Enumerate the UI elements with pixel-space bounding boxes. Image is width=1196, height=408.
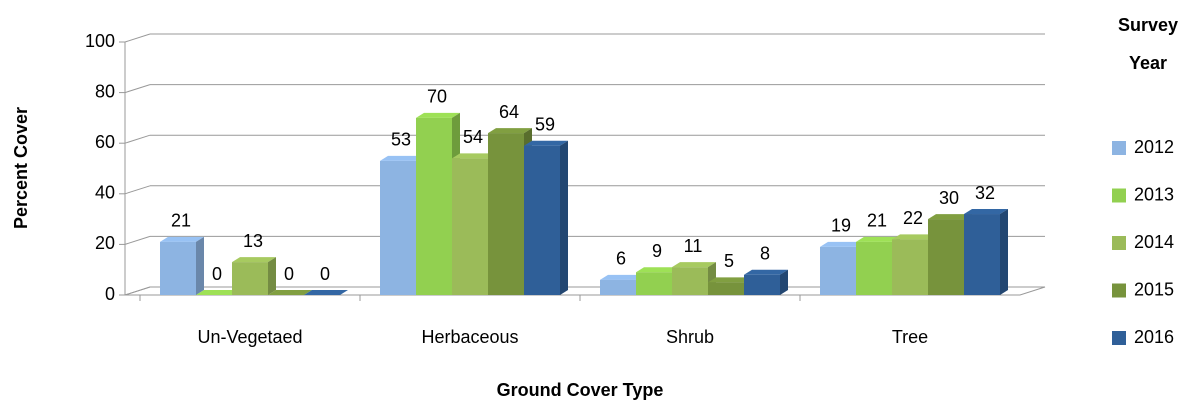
data-label: 22: [903, 208, 923, 228]
bar: [708, 282, 744, 295]
data-label: 19: [831, 216, 851, 236]
bar-top: [744, 269, 788, 275]
y-tick-label: 40: [95, 183, 115, 203]
bar-top: [600, 274, 644, 280]
bar-top: [964, 209, 1008, 215]
bar: [928, 219, 964, 295]
data-label: 11: [684, 236, 703, 256]
bar-top: [672, 262, 716, 268]
data-label: 53: [391, 130, 411, 150]
bar: [892, 239, 928, 295]
bar: [820, 246, 856, 295]
bar-top: [268, 290, 312, 295]
bar: [524, 145, 560, 295]
bar: [380, 160, 416, 295]
legend-label: 2012: [1134, 137, 1174, 157]
bar-top: [636, 267, 680, 273]
legend-swatch: [1112, 331, 1126, 345]
legend-title: Survey Year: [1117, 15, 1179, 73]
bar-top: [856, 236, 900, 242]
legend-swatch: [1112, 141, 1126, 155]
data-label: 0: [212, 264, 222, 284]
bar-side: [1000, 209, 1008, 295]
bar-top: [524, 140, 568, 146]
legend-label: 2015: [1134, 279, 1174, 299]
legend-swatch: [1112, 236, 1126, 250]
data-label: 59: [535, 114, 555, 134]
bar: [636, 272, 672, 295]
bar-top: [304, 290, 348, 295]
bar: [232, 262, 268, 295]
bar-top: [820, 241, 864, 247]
grid-line-side: [124, 134, 151, 144]
legend-label: 2013: [1134, 184, 1174, 204]
bar-top: [196, 290, 240, 295]
data-label: 0: [284, 264, 294, 284]
grid-line-side: [124, 286, 151, 296]
grid-line-side: [124, 33, 151, 43]
bar: [600, 279, 636, 295]
x-tick-label: Un-Vegetaed: [197, 327, 302, 347]
bar-top: [488, 128, 532, 134]
bar-side: [196, 236, 204, 295]
bar-top: [928, 214, 972, 220]
bar-side: [268, 257, 276, 295]
bar: [744, 274, 780, 295]
grid-line-side: [124, 84, 151, 94]
legend-swatch: [1112, 283, 1126, 298]
data-label: 70: [427, 87, 447, 107]
y-tick-label: 100: [85, 31, 115, 51]
y-axis-title: Percent Cover: [11, 107, 31, 229]
bar-top: [708, 277, 752, 283]
bar-top: [892, 234, 936, 240]
data-label: 21: [171, 211, 191, 231]
y-tick-label: 20: [95, 233, 115, 253]
bar-top: [380, 155, 424, 161]
data-label: 13: [243, 231, 263, 251]
x-tick-label: Shrub: [666, 327, 714, 347]
x-tick-label: Herbaceous: [421, 327, 518, 347]
grid-line-side: [124, 235, 151, 245]
data-label: 64: [499, 102, 519, 122]
bar: [452, 158, 488, 295]
bar: [416, 117, 452, 296]
grid-line-side: [124, 185, 151, 195]
data-label: 30: [939, 188, 959, 208]
bar-side: [560, 140, 568, 295]
data-label: 5: [724, 251, 734, 271]
bar-top: [232, 257, 276, 263]
data-label: 54: [463, 127, 483, 147]
x-axis-title: Ground Cover Type: [497, 380, 664, 400]
bar: [964, 214, 1000, 295]
bar-top: [416, 112, 460, 118]
bar-side: [780, 269, 788, 295]
y-tick-label: 0: [105, 284, 115, 304]
data-label: 8: [760, 244, 770, 264]
data-label: 0: [320, 264, 330, 284]
data-label: 32: [975, 183, 995, 203]
legend-label: 2016: [1134, 327, 1174, 347]
bar: [160, 241, 196, 295]
legend-swatch: [1112, 188, 1126, 203]
x-tick-label: Tree: [892, 327, 928, 347]
bar: [488, 133, 524, 295]
y-tick-label: 60: [95, 132, 115, 152]
y-tick-label: 80: [95, 81, 115, 101]
bar: [672, 267, 708, 295]
data-label: 6: [616, 249, 626, 269]
data-label: 9: [652, 241, 662, 261]
bar-top: [452, 153, 496, 159]
bar: [856, 241, 892, 295]
bar-top: [160, 236, 204, 242]
legend-label: 2014: [1134, 232, 1174, 252]
data-label: 21: [867, 211, 887, 231]
